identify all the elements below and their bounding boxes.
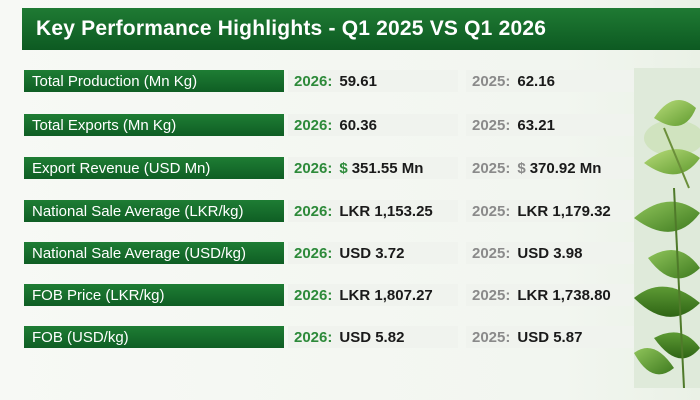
kpi-value-2025: 2025: USD 5.87: [466, 326, 634, 348]
year-label-2026: 2026:: [294, 202, 333, 220]
year-label-2025: 2025:: [472, 202, 511, 220]
value-2025: LKR 1,738.80: [517, 286, 611, 304]
value-2025: USD 5.87: [517, 328, 583, 346]
year-label-2025: 2025:: [472, 72, 511, 90]
kpi-label: National Sale Average (LKR/kg): [24, 200, 284, 222]
year-label-2026: 2026:: [294, 244, 333, 262]
kpi-value-2025: 2025: $ 370.92 Mn: [466, 157, 634, 179]
value-2026: LKR 1,807.27: [339, 286, 433, 304]
year-label-2025: 2025:: [472, 116, 511, 134]
year-label-2025: 2025:: [472, 286, 511, 304]
kpi-value-2026: 2026: LKR 1,807.27: [288, 284, 458, 306]
year-label-2026: 2026:: [294, 159, 333, 177]
currency-symbol: $: [517, 159, 526, 177]
kpi-row-fob-lkr: FOB Price (LKR/kg) 2026: LKR 1,807.27 20…: [24, 284, 634, 306]
year-label-2026: 2026:: [294, 328, 333, 346]
value-2026: 59.61: [339, 72, 377, 90]
tea-leaves-icon: [634, 68, 700, 388]
kpi-value-2025: 2025: 62.16: [466, 70, 634, 92]
year-label-2025: 2025:: [472, 328, 511, 346]
kpi-row-total-exports: Total Exports (Mn Kg) 2026: 60.36 2025: …: [24, 114, 634, 136]
kpi-row-national-sale-lkr: National Sale Average (LKR/kg) 2026: LKR…: [24, 200, 634, 222]
value-2025: 370.92 Mn: [529, 159, 602, 177]
value-2025: LKR 1,179.32: [517, 202, 611, 220]
kpi-row-total-production: Total Production (Mn Kg) 2026: 59.61 202…: [24, 70, 634, 92]
kpi-row-fob-usd: FOB (USD/kg) 2026: USD 5.82 2025: USD 5.…: [24, 326, 634, 348]
kpi-value-2025: 2025: LKR 1,738.80: [466, 284, 634, 306]
value-2026: USD 5.82: [339, 328, 405, 346]
year-label-2025: 2025:: [472, 244, 511, 262]
year-label-2026: 2026:: [294, 286, 333, 304]
value-2025: 62.16: [517, 72, 555, 90]
kpi-label: FOB (USD/kg): [24, 326, 284, 348]
kpi-value-2025: 2025: 63.21: [466, 114, 634, 136]
kpi-value-2026: 2026: USD 5.82: [288, 326, 458, 348]
kpi-label: Total Exports (Mn Kg): [24, 114, 284, 136]
year-label-2026: 2026:: [294, 72, 333, 90]
value-2026: 351.55 Mn: [351, 159, 424, 177]
kpi-value-2026: 2026: 59.61: [288, 70, 458, 92]
kpi-value-2026: 2026: LKR 1,153.25: [288, 200, 458, 222]
kpi-value-2026: 2026: USD 3.72: [288, 242, 458, 264]
value-2025: 63.21: [517, 116, 555, 134]
kpi-value-2025: 2025: USD 3.98: [466, 242, 634, 264]
year-label-2025: 2025:: [472, 159, 511, 177]
value-2026: USD 3.72: [339, 244, 405, 262]
page-title: Key Performance Highlights - Q1 2025 VS …: [22, 8, 700, 50]
kpi-label: Export Revenue (USD Mn): [24, 157, 284, 179]
kpi-value-2026: 2026: $ 351.55 Mn: [288, 157, 458, 179]
kpi-value-2026: 2026: 60.36: [288, 114, 458, 136]
kpi-row-export-revenue: Export Revenue (USD Mn) 2026: $ 351.55 M…: [24, 157, 634, 179]
value-2026: LKR 1,153.25: [339, 202, 433, 220]
value-2025: USD 3.98: [517, 244, 583, 262]
currency-symbol: $: [339, 159, 348, 177]
kpi-row-national-sale-usd: National Sale Average (USD/kg) 2026: USD…: [24, 242, 634, 264]
year-label-2026: 2026:: [294, 116, 333, 134]
value-2026: 60.36: [339, 116, 377, 134]
kpi-label: Total Production (Mn Kg): [24, 70, 284, 92]
tea-leaves-illustration: [634, 68, 700, 388]
kpi-value-2025: 2025: LKR 1,179.32: [466, 200, 634, 222]
kpi-label: National Sale Average (USD/kg): [24, 242, 284, 264]
kpi-label: FOB Price (LKR/kg): [24, 284, 284, 306]
